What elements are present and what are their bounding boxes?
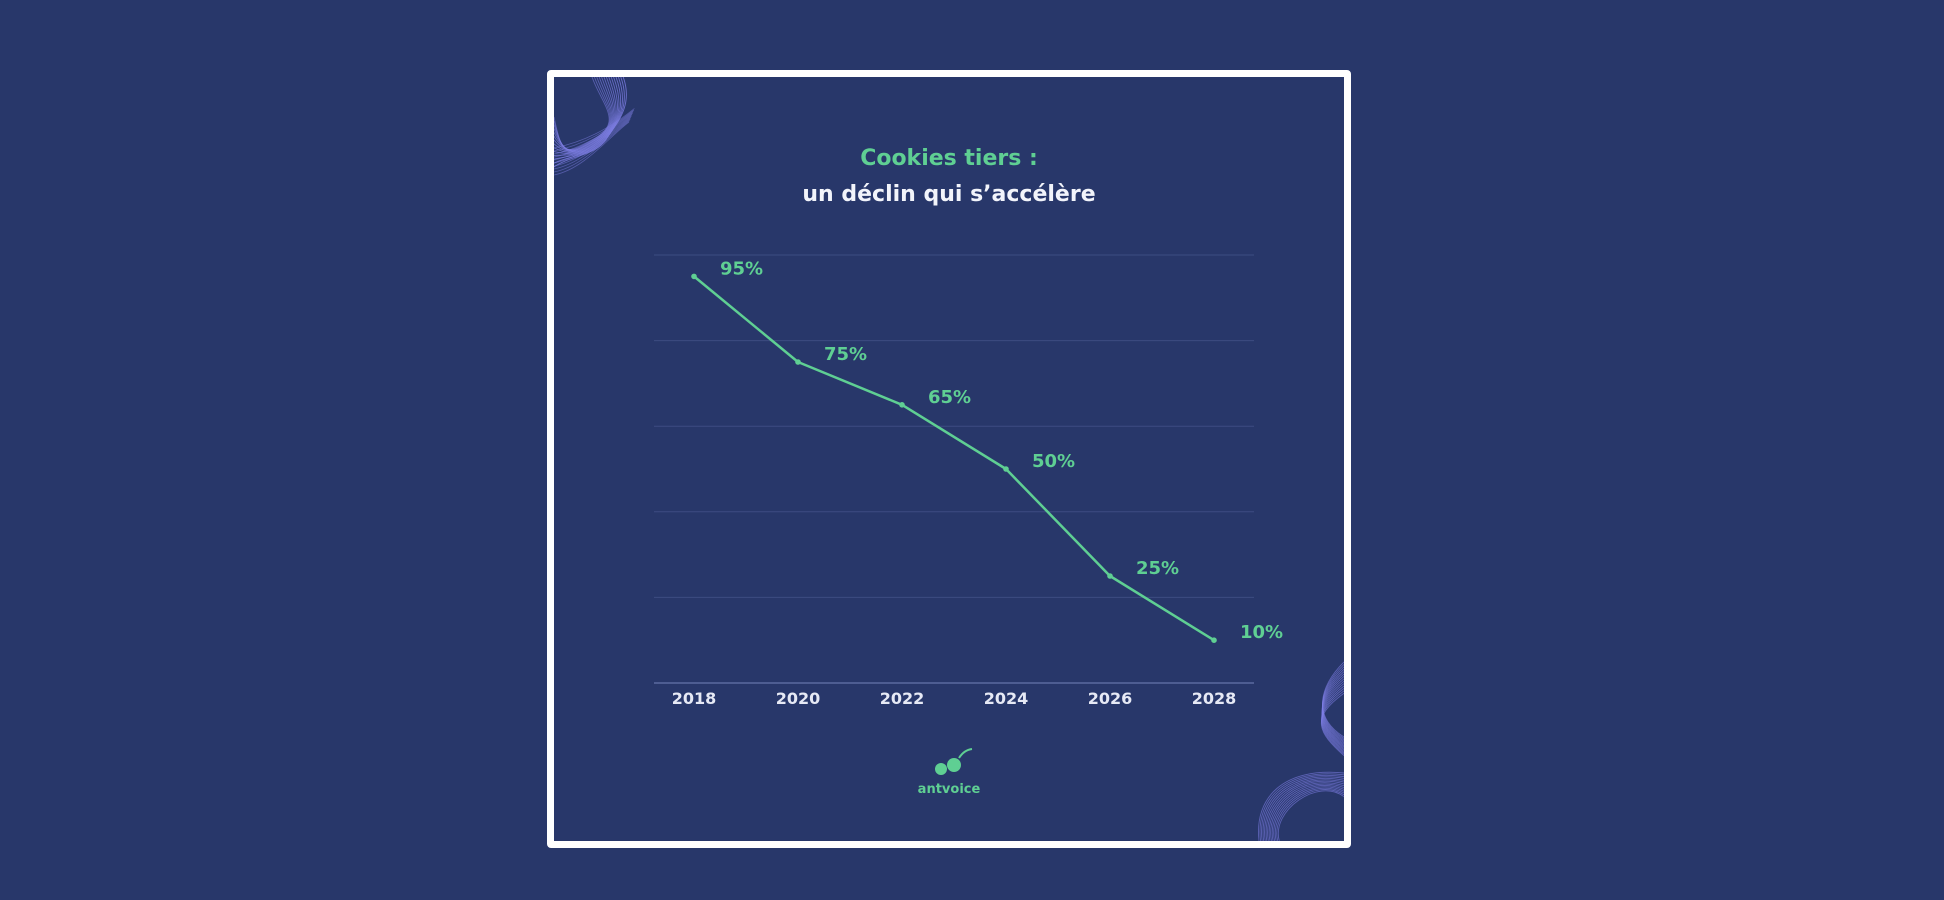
wave-line <box>1259 773 1344 841</box>
gridlines <box>654 254 1254 598</box>
chart-subtitle: un déclin qui s’accélère <box>802 182 1095 207</box>
data-label: 25% <box>1136 558 1179 579</box>
wave-line <box>554 109 635 152</box>
wave-line <box>1273 786 1344 841</box>
data-point <box>1107 573 1113 579</box>
wave-line <box>1271 785 1344 841</box>
wave-line <box>554 114 633 161</box>
data-label: 75% <box>824 344 867 365</box>
data-label: 10% <box>1240 622 1283 643</box>
wave-line <box>554 112 633 158</box>
wave-line <box>1267 780 1344 841</box>
x-tick-label: 2024 <box>984 689 1029 708</box>
wave-line <box>554 118 631 170</box>
data-point <box>899 402 905 408</box>
wave-line <box>554 77 614 151</box>
chart-title: Cookies tiers : <box>860 146 1038 171</box>
infographic-card: Cookies tiers : un déclin qui s’accélère… <box>547 70 1351 848</box>
decorative-wave-top-left <box>554 77 635 176</box>
data-label: 95% <box>720 258 763 279</box>
wave-line <box>1270 783 1344 841</box>
wave-line <box>1265 779 1344 841</box>
x-axis: 2018 2020 2022 2024 2026 2028 <box>654 682 1254 708</box>
brand-name: antvoice <box>918 782 981 797</box>
wave-line <box>554 111 634 155</box>
data-labels: 95% 75% 65% 50% 25% 10% <box>720 258 1283 643</box>
wave-line <box>1258 771 1344 841</box>
data-label: 50% <box>1032 451 1075 472</box>
wave-line <box>554 117 632 167</box>
wave-line <box>554 121 630 176</box>
wave-line <box>1321 692 1344 757</box>
data-point <box>691 273 697 280</box>
decorative-wave-bottom-right <box>1258 661 1344 841</box>
x-tick-label: 2026 <box>1088 689 1133 708</box>
wave-line <box>1262 776 1344 841</box>
x-tick-label: 2028 <box>1192 689 1237 708</box>
data-label: 65% <box>928 387 971 408</box>
x-tick-label: 2020 <box>776 689 821 708</box>
wave-line <box>554 120 630 173</box>
series-line <box>693 275 1215 642</box>
x-tick-label: 2018 <box>672 689 717 708</box>
wave-line <box>1264 778 1344 841</box>
data-point <box>795 359 801 365</box>
wave-line <box>1268 782 1344 841</box>
wave-line <box>554 108 635 149</box>
wave-line <box>554 115 632 164</box>
x-tick-label: 2022 <box>880 689 925 708</box>
data-point <box>1003 466 1009 472</box>
wave-line <box>1261 774 1344 841</box>
data-point <box>1211 637 1217 643</box>
wave-line <box>1274 787 1344 841</box>
wave-line <box>554 77 622 156</box>
wave-line <box>1276 789 1344 841</box>
chart-canvas: Cookies tiers : un déclin qui s’accélère… <box>554 77 1344 841</box>
line-series <box>691 273 1217 643</box>
wave-line <box>1277 790 1344 841</box>
ant-logo-icon <box>935 748 973 775</box>
